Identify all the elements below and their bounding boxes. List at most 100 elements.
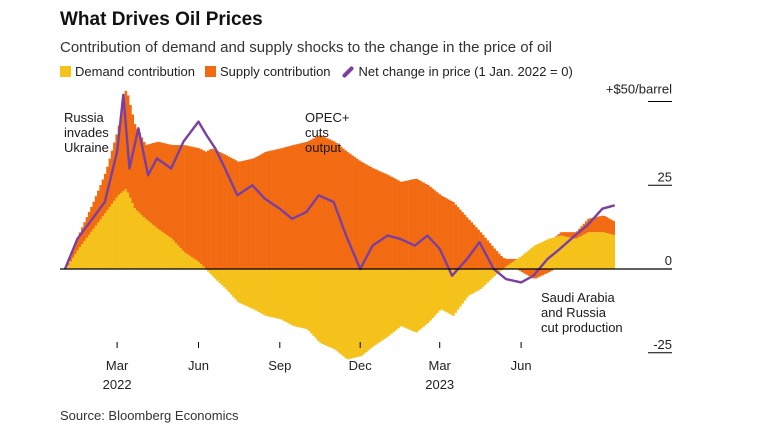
- supply-bar: [550, 269, 554, 271]
- supply-bar: [71, 250, 75, 258]
- demand-bar: [493, 269, 496, 276]
- demand-bar: [358, 269, 361, 357]
- demand-bar: [468, 269, 471, 296]
- supply-bar: [383, 173, 386, 269]
- demand-bar: [232, 269, 235, 297]
- demand-bar: [124, 189, 128, 269]
- area-layer: [67, 90, 616, 360]
- demand-bar: [278, 269, 281, 319]
- supply-bar: [367, 165, 370, 269]
- supply-bar: [259, 154, 263, 269]
- demand-bar: [227, 269, 231, 292]
- x-tick-label: Mar: [429, 358, 452, 373]
- demand-bar: [163, 233, 167, 269]
- supply-bar: [326, 138, 329, 269]
- demand-bar: [266, 269, 270, 317]
- demand-bar: [534, 245, 538, 269]
- supply-bar: [456, 207, 460, 269]
- demand-bar: [333, 269, 336, 350]
- demand-bar: [546, 239, 549, 269]
- supply-bar: [504, 258, 508, 267]
- demand-bar: [491, 269, 494, 279]
- supply-bar: [314, 137, 318, 269]
- demand-bar: [271, 269, 274, 318]
- supply-bar: [454, 204, 457, 269]
- supply-bar: [76, 237, 80, 251]
- supply-bar: [220, 153, 224, 269]
- supply-bar: [562, 232, 565, 236]
- supply-bar: [374, 169, 377, 269]
- demand-bar: [486, 269, 490, 283]
- demand-bar: [573, 238, 577, 269]
- demand-bar: [312, 269, 315, 336]
- x-tick-label: Sep: [268, 358, 291, 373]
- demand-bar: [314, 269, 318, 339]
- supply-bar: [152, 143, 155, 225]
- demand-bar: [470, 269, 474, 295]
- demand-bar: [142, 217, 146, 269]
- demand-bar: [571, 238, 574, 269]
- supply-bar: [381, 172, 384, 269]
- demand-bar: [94, 225, 98, 269]
- supply-bar: [158, 142, 162, 231]
- supply-bar: [257, 155, 260, 269]
- y-unit-label: +$50/barrel: [606, 82, 672, 97]
- supply-bar: [445, 198, 448, 269]
- supply-bar: [216, 150, 219, 269]
- demand-bar: [287, 269, 290, 324]
- demand-bar: [165, 235, 169, 269]
- supply-bar: [161, 142, 164, 232]
- demand-bar: [168, 236, 171, 269]
- supply-bar: [239, 161, 242, 269]
- supply-bar: [211, 148, 215, 269]
- demand-bar: [99, 219, 102, 269]
- demand-bar: [310, 269, 313, 334]
- demand-bar: [319, 269, 322, 343]
- supply-bar: [330, 140, 334, 269]
- supply-bar: [438, 194, 441, 269]
- supply-bar: [468, 219, 471, 269]
- demand-bar: [202, 266, 206, 269]
- demand-bar: [559, 235, 563, 269]
- demand-bar: [303, 269, 306, 329]
- supply-bar: [497, 253, 501, 269]
- supply-bar: [541, 269, 545, 276]
- demand-bar: [596, 232, 600, 269]
- supply-bar: [394, 179, 398, 269]
- supply-bar: [200, 149, 203, 265]
- supply-bar: [527, 269, 531, 276]
- demand-bar: [195, 260, 199, 269]
- demand-bar: [610, 234, 613, 269]
- supply-bar: [408, 179, 412, 269]
- demand-bar: [275, 269, 279, 319]
- supply-bar: [119, 114, 123, 193]
- demand-bar: [300, 269, 304, 329]
- supply-bar: [360, 161, 364, 269]
- demand-bar: [447, 269, 451, 314]
- demand-bar: [539, 242, 542, 269]
- demand-bar: [220, 269, 224, 286]
- demand-bar: [612, 234, 616, 269]
- demand-bar: [87, 234, 91, 269]
- supply-bar: [422, 182, 425, 269]
- supply-bar: [344, 150, 348, 269]
- demand-bar: [328, 269, 332, 348]
- demand-bar: [67, 265, 70, 269]
- supply-bar: [424, 183, 428, 269]
- supply-bar: [486, 240, 490, 269]
- supply-bar: [525, 269, 528, 275]
- demand-bar: [316, 269, 320, 341]
- supply-bar: [495, 251, 499, 269]
- supply-bar: [353, 157, 357, 269]
- demand-bar: [138, 212, 141, 269]
- supply-bar: [110, 150, 114, 204]
- legend-label-net: Net change in price (1 Jan. 2022 = 0): [358, 64, 573, 79]
- demand-bar: [369, 269, 373, 349]
- supply-bar: [564, 232, 567, 237]
- demand-bar: [349, 269, 352, 359]
- demand-bar: [234, 269, 238, 300]
- supply-bar: [491, 245, 494, 269]
- supply-bar: [149, 143, 153, 223]
